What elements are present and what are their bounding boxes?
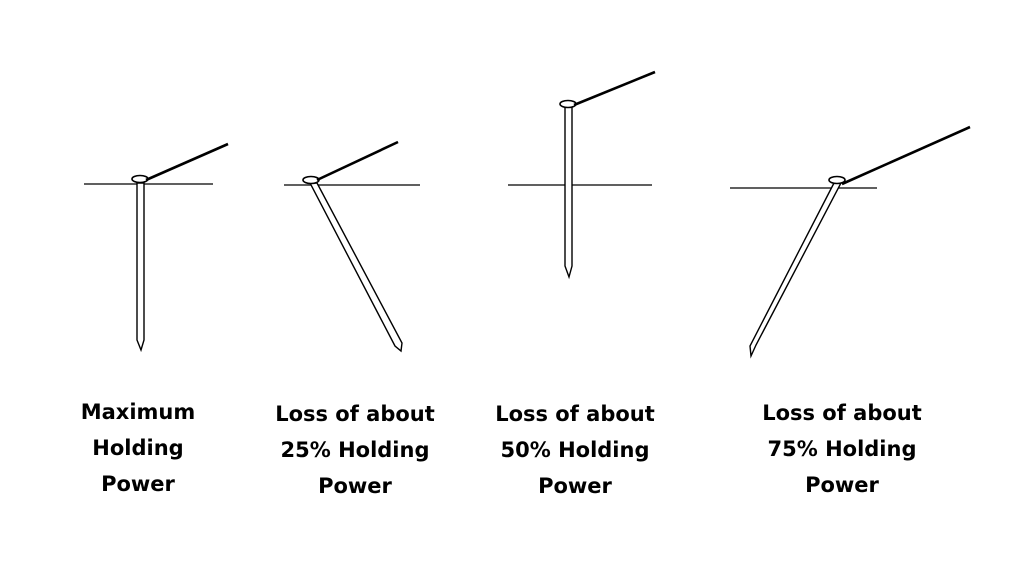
caption-line: Loss of about [275,402,435,426]
caption-25-percent-loss: Loss of about 25% Holding Power [270,396,440,504]
caption-line: Maximum [80,400,196,424]
nail-shank [308,182,403,353]
nail-head [828,175,846,185]
panel-75-percent-loss [730,125,971,359]
nail-shank [564,106,573,280]
caption-line: Loss of about [495,402,655,426]
caption-line: 50% Holding [500,438,650,462]
attached-cable [145,142,229,182]
caption-line: Power [101,472,175,496]
caption-line: 75% Holding [767,437,917,461]
caption-line: Loss of about [762,401,922,425]
caption-line: Holding [92,436,184,460]
caption-50-percent-loss: Loss of about 50% Holding Power [490,396,660,504]
nail-head [302,175,320,185]
caption-line: 25% Holding [280,438,430,462]
panel-50-percent-loss [508,70,656,280]
nail-shank [749,182,843,359]
panel-25-percent-loss [284,140,420,353]
caption-line: Power [538,474,612,498]
caption-maximum-holding-power: Maximum Holding Power [68,394,208,502]
attached-cable [841,125,971,186]
caption-75-percent-loss: Loss of about 75% Holding Power [757,395,927,503]
caption-line: Power [805,473,879,497]
nail-shank [136,182,145,353]
attached-cable [316,140,399,182]
attached-cable [573,70,656,107]
caption-line: Power [318,474,392,498]
panel-maximum-holding-power [84,142,229,353]
